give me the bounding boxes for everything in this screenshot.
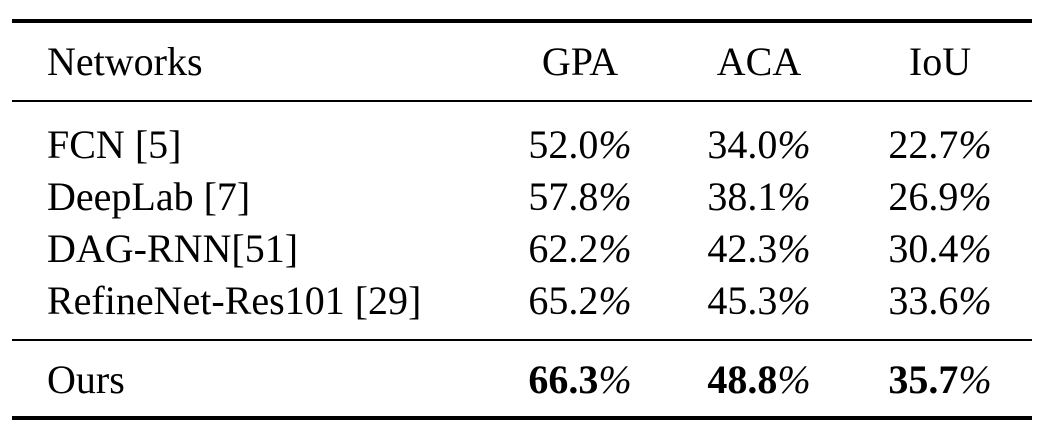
header-aca: ACA: [716, 39, 802, 84]
aca-value: 48.8%: [707, 357, 811, 402]
aca-value: 38.1%: [707, 174, 811, 219]
network-name: DAG-RNN[51]: [47, 226, 299, 271]
table-header-row: Networks GPA ACA IoU: [0, 34, 1046, 90]
top-rule: [12, 19, 1032, 23]
iou-value: 22.7%: [888, 122, 992, 167]
header-rule: [12, 100, 1032, 102]
iou-value: 30.4%: [888, 226, 992, 271]
iou-value: 33.6%: [888, 278, 992, 323]
header-iou: IoU: [908, 39, 972, 84]
network-name: FCN [5]: [47, 122, 182, 167]
table-row: RefineNet-Res101 [29] 65.2% 45.3% 33.6%: [0, 273, 1046, 329]
network-name: DeepLab [7]: [47, 174, 251, 219]
table-row: DeepLab [7] 57.8% 38.1% 26.9%: [0, 169, 1046, 225]
table-row: FCN [5] 52.0% 34.0% 22.7%: [0, 117, 1046, 173]
ours-rule: [12, 339, 1032, 341]
gpa-value: 66.3%: [528, 357, 632, 402]
header-networks: Networks: [47, 39, 203, 84]
iou-value: 35.7%: [888, 357, 992, 402]
iou-value: 26.9%: [888, 174, 992, 219]
header-gpa: GPA: [541, 39, 619, 84]
network-name: RefineNet-Res101 [29]: [47, 278, 422, 323]
gpa-value: 57.8%: [528, 174, 632, 219]
gpa-value: 52.0%: [528, 122, 632, 167]
aca-value: 45.3%: [707, 278, 811, 323]
aca-value: 34.0%: [707, 122, 811, 167]
gpa-value: 65.2%: [528, 278, 632, 323]
table-row: DAG-RNN[51] 62.2% 42.3% 30.4%: [0, 221, 1046, 277]
network-name: Ours: [47, 357, 125, 402]
aca-value: 42.3%: [707, 226, 811, 271]
gpa-value: 62.2%: [528, 226, 632, 271]
bottom-rule: [12, 416, 1032, 420]
table-row-ours: Ours 66.3% 48.8% 35.7%: [0, 352, 1046, 408]
